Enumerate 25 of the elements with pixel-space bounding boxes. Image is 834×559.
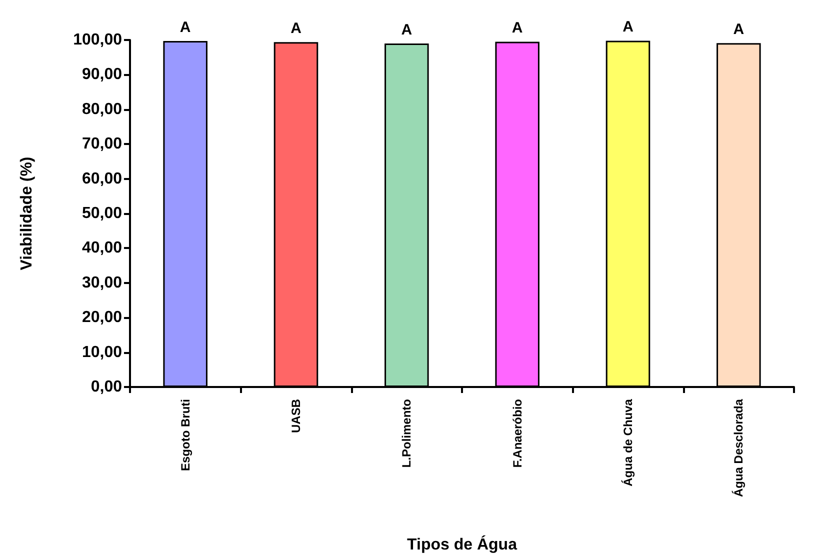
y-tick-label: 40,00 (82, 240, 122, 257)
x-tick-label: F.Anaeróbio (510, 399, 524, 468)
y-axis-title: Viabilidade (%) (18, 156, 36, 270)
y-tick-label: 70,00 (82, 136, 122, 153)
y-tick-label: 60,00 (82, 170, 122, 188)
y-tick-label: 20,00 (82, 309, 122, 326)
y-tick-label: 0,00 (90, 378, 122, 396)
y-tick-label: 90,00 (82, 66, 122, 84)
x-tick-label: Água Desclorada (732, 398, 746, 498)
x-tick-label: UASB (289, 398, 303, 434)
y-tick-label: 50,00 (82, 205, 122, 222)
annotation: A (180, 19, 191, 36)
x-tick-label: L.Polimento (400, 399, 414, 468)
annotation: A (512, 20, 523, 37)
annotation: A (622, 18, 634, 36)
annotation: A (290, 20, 302, 38)
annotation: A (733, 21, 744, 38)
y-tick-label: 30,00 (82, 274, 122, 292)
x-axis-title: Tipos de Água (407, 534, 518, 554)
y-tick-label: 80,00 (82, 100, 122, 118)
y-tick-label: 10,00 (82, 344, 122, 361)
x-tick-label: Água de Chuva (621, 398, 635, 486)
x-tick-label: Esgoto Bruti (178, 399, 192, 471)
y-tick-label: 100,00 (73, 32, 122, 48)
annotation: A (401, 21, 412, 38)
